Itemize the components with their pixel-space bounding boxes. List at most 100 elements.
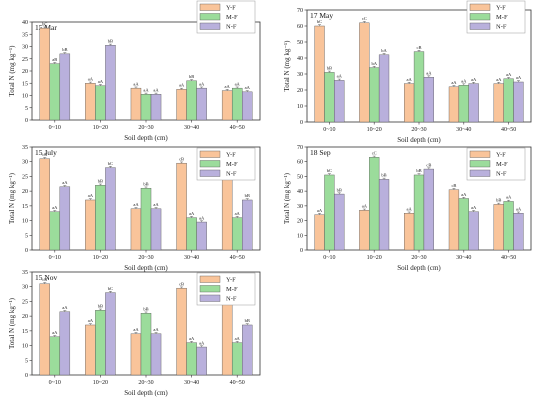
chart-panel-1: 0 5 10 15 20 25 30 35 40 15 Mar Total N (mg kg⁻¹) S…	[8, 0, 261, 142]
significance-label: cC	[362, 16, 367, 21]
significance-label: bC	[108, 286, 113, 291]
significance-label: bA	[371, 61, 377, 66]
significance-label: bB	[108, 39, 113, 44]
significance-label: bB	[189, 74, 194, 79]
significance-label: aA	[471, 77, 477, 82]
y-tick-label: 20	[297, 88, 303, 94]
significance-label: aA	[199, 81, 205, 86]
significance-label: aA	[496, 77, 502, 82]
significance-label: bB	[245, 193, 250, 198]
bar-N-F-2	[378, 179, 390, 251]
significance-label: aA	[153, 88, 159, 93]
bar-N-F-4	[196, 87, 207, 121]
significance-label: aA	[461, 192, 467, 197]
legend-swatch-Y-F	[469, 3, 491, 11]
bar-M-F-1	[324, 72, 335, 123]
x-tick-label: 30~40	[184, 125, 199, 131]
x-tick-label: 20~30	[138, 380, 153, 386]
significance-label: aA	[179, 83, 185, 88]
legend-swatch-Y-F	[469, 150, 491, 158]
y-tick-label: 30	[22, 45, 28, 51]
significance-label: cB	[42, 152, 47, 157]
x-tick-label: 40~50	[230, 125, 245, 131]
significance-label: aA	[98, 79, 104, 84]
y-tick-label: 40	[297, 189, 303, 195]
bar-N-F-5	[242, 91, 253, 121]
x-tick-label: 0~10	[49, 125, 61, 131]
legend-swatch-M-F	[199, 13, 221, 21]
significance-label: bB	[98, 179, 103, 184]
bar-M-F-4	[458, 198, 469, 251]
significance-label: aA	[426, 70, 432, 75]
x-tick-label: 0~10	[49, 255, 61, 261]
bar-N-F-3	[423, 168, 434, 251]
bar-M-F-2	[95, 185, 106, 251]
bar-N-F-5	[242, 199, 253, 251]
y-tick-label: 50	[297, 174, 303, 180]
bar-N-F-3	[150, 333, 162, 376]
legend-swatch-Y-F	[199, 275, 221, 283]
bar-M-F-5	[231, 87, 243, 121]
legend-label: N-F	[496, 24, 507, 31]
x-tick-label: 30~40	[456, 255, 471, 261]
bar-N-F-2	[105, 45, 116, 121]
significance-label: aA	[88, 193, 94, 198]
bar-M-F-5	[231, 342, 243, 376]
significance-label: aA	[199, 340, 205, 345]
bar-N-F-2	[105, 292, 116, 376]
bar-Y-F-3	[404, 213, 415, 251]
y-tick-label: 20	[297, 219, 303, 225]
significance-label: aA	[407, 77, 413, 82]
bar-N-F-4	[468, 83, 479, 123]
bar-M-F-3	[140, 313, 152, 376]
bar-M-F-1	[324, 174, 335, 251]
x-axis-label: Soil depth (cm)	[397, 136, 441, 144]
x-tick-label: 10~20	[93, 380, 108, 386]
bar-Y-F-3	[130, 87, 142, 121]
bar-M-F-2	[95, 310, 106, 376]
legend-swatch-Y-F	[199, 150, 221, 158]
y-tick-label: 20	[22, 314, 28, 320]
y-tick-label: 25	[22, 174, 28, 180]
bar-Y-F-2	[359, 22, 370, 123]
significance-label: bB	[62, 47, 67, 52]
significance-label: aB	[52, 57, 57, 62]
legend-swatch-N-F	[469, 169, 491, 177]
bar-Y-F-1	[314, 25, 325, 123]
significance-label: bB	[416, 168, 421, 173]
bar-M-F-2	[369, 157, 380, 251]
bar-Y-F-5	[221, 179, 233, 251]
y-axis-label: Total N (mg kg⁻¹)	[8, 45, 16, 97]
bar-Y-F-4	[176, 162, 187, 251]
y-axis-label: Total N (mg kg⁻¹)	[283, 40, 291, 92]
bar-M-F-4	[186, 80, 197, 121]
significance-label: aA	[189, 336, 195, 341]
significance-label: cB	[451, 183, 456, 188]
significance-label: bB	[98, 304, 103, 309]
x-axis-label: Soil depth (cm)	[124, 134, 168, 142]
significance-label: bB	[496, 198, 501, 203]
significance-label: aA	[153, 327, 159, 332]
legend-label: N-F	[226, 296, 237, 303]
bar-M-F-3	[140, 94, 152, 121]
bar-M-F-5	[503, 201, 514, 251]
bar-M-F-2	[369, 67, 380, 123]
legend-label: Y-F	[226, 5, 236, 12]
panel-title: 17 May	[310, 11, 333, 20]
legend-label: Y-F	[226, 277, 236, 284]
legend-label: M-F	[226, 161, 238, 168]
significance-label: aA	[133, 202, 139, 207]
legend-label: M-F	[226, 14, 238, 21]
bar-N-F-4	[196, 221, 207, 251]
y-tick-label: 15	[22, 204, 28, 210]
y-tick-label: 10	[297, 104, 303, 110]
bar-Y-F-2	[85, 83, 96, 121]
x-tick-label: 40~50	[230, 380, 245, 386]
significance-label: aA	[317, 208, 323, 213]
legend-swatch-Y-F	[199, 3, 221, 11]
legend-swatch-M-F	[469, 160, 491, 168]
panel-title: 15 Mar	[35, 23, 57, 32]
y-tick-label: 10	[22, 94, 28, 100]
x-tick-label: 10~20	[93, 125, 108, 131]
